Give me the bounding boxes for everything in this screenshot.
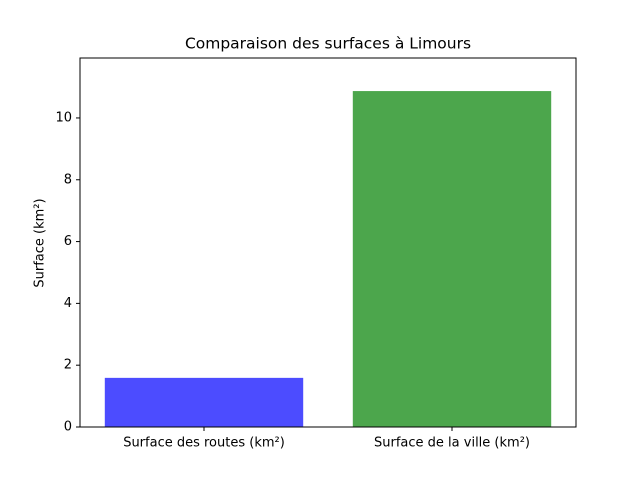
x-tick-label: Surface des routes (km²) [123, 436, 285, 451]
x-tick-label: Surface de la ville (km²) [374, 436, 530, 451]
y-tick-label: 4 [64, 296, 72, 311]
y-tick-label: 0 [64, 420, 72, 435]
axes-frame [79, 57, 577, 428]
y-tick-label: 6 [64, 234, 72, 249]
y-tick-label: 10 [55, 110, 72, 125]
y-tick-label: 2 [64, 358, 72, 373]
y-axis-label: Surface (km²) [33, 198, 48, 287]
bar [104, 377, 304, 427]
bar [352, 91, 552, 427]
y-tick-label: 8 [64, 172, 72, 187]
chart-title: Comparaison des surfaces à Limours [185, 35, 471, 53]
